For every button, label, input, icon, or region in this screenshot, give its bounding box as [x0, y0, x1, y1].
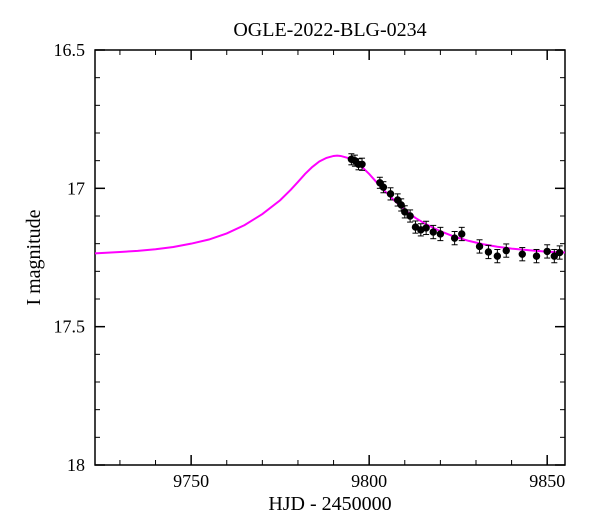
model-curve — [95, 156, 565, 254]
data-point — [423, 225, 429, 231]
ytick-label: 17 — [67, 178, 85, 198]
chart-container: OGLE-2022-BLG-0234 9750 9800 9850 16.5 17 17.5… — [0, 0, 600, 512]
data-point — [359, 161, 365, 167]
data-point — [387, 191, 393, 197]
data-point — [430, 229, 436, 235]
x-axis-label: HJD - 2450000 — [268, 493, 391, 512]
data-point — [494, 253, 500, 259]
data-point — [451, 235, 457, 241]
ytick-label: 18 — [67, 455, 85, 475]
data-point — [556, 249, 562, 255]
data-point — [533, 253, 539, 259]
data-point — [519, 251, 525, 257]
data-point — [485, 249, 491, 255]
chart-svg: OGLE-2022-BLG-0234 9750 9800 9850 16.5 17 17.5… — [0, 0, 600, 512]
data-point — [398, 202, 404, 208]
xtick-label: 9750 — [173, 471, 209, 491]
xtick-label: 9850 — [529, 471, 565, 491]
xtick-label: 9800 — [351, 471, 387, 491]
y-axis-label: I magnitude — [23, 209, 45, 305]
data-point — [459, 231, 465, 237]
data-point — [544, 248, 550, 254]
data-point — [407, 213, 413, 219]
data-point — [437, 231, 443, 237]
ytick-label: 17.5 — [54, 317, 86, 337]
data-point — [476, 243, 482, 249]
data-point — [380, 184, 386, 190]
chart-title: OGLE-2022-BLG-0234 — [233, 19, 426, 41]
data-point — [503, 247, 509, 253]
ytick-label: 16.5 — [54, 40, 86, 60]
